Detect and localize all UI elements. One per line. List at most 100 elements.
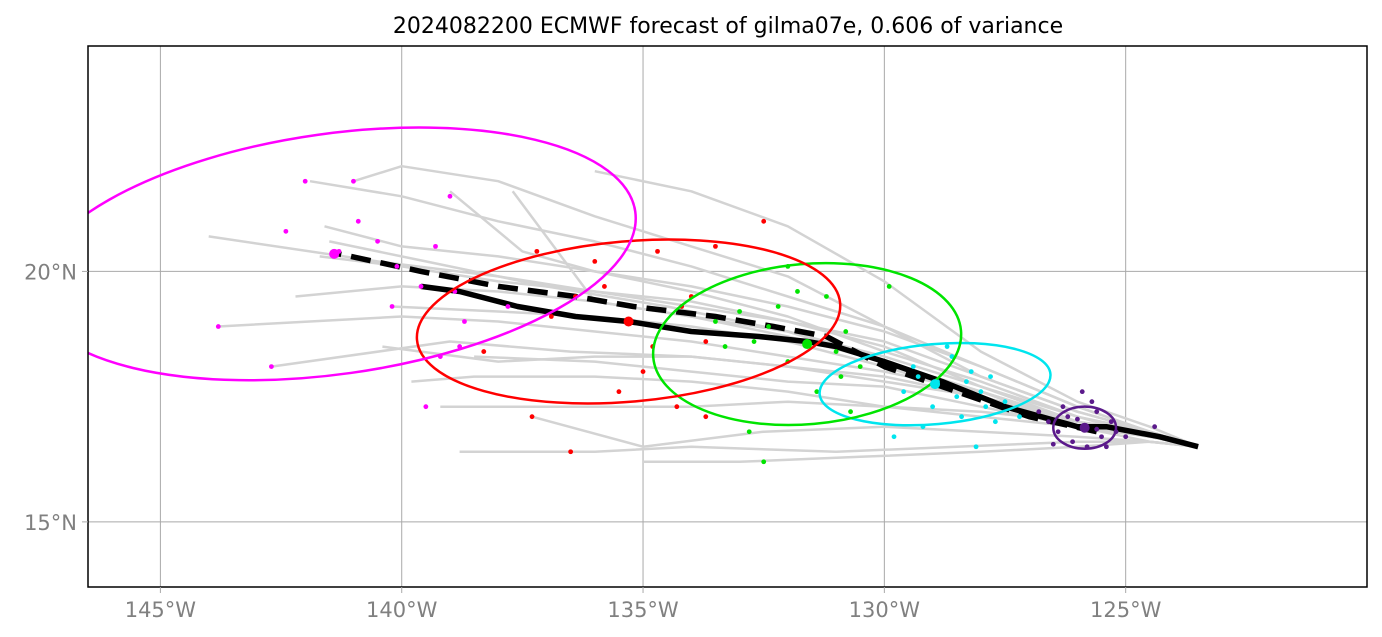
forecast-point — [423, 404, 429, 410]
forecast-point — [838, 374, 844, 380]
forecast-point — [751, 339, 757, 344]
forecast-point — [1070, 439, 1075, 445]
forecast-point — [1152, 424, 1158, 430]
x-axis-ticks: 145°W 140°W 135°W 130°W 125°W — [125, 587, 1162, 622]
uncertainty-ellipse — [415, 238, 842, 405]
forecast-point — [592, 258, 598, 264]
forecast-point — [978, 389, 984, 395]
forecast-point — [1108, 419, 1114, 425]
forecast-point — [901, 389, 907, 395]
plot-frame — [87, 45, 1368, 588]
forecast-point — [722, 344, 728, 349]
mean-track-solid — [420, 283, 1199, 450]
forecast-point — [713, 319, 718, 324]
forecast-point — [655, 248, 660, 254]
forecast-point — [351, 178, 356, 184]
chart-title: 2024082200 ECMWF forecast of gilma07e, 0… — [393, 14, 1063, 39]
group-center-marker — [802, 339, 813, 350]
group-center-marker — [930, 379, 941, 390]
forecast-point — [843, 329, 849, 334]
forecast-point — [833, 349, 839, 354]
forecast-point — [1079, 389, 1085, 395]
plot-area — [88, 126, 1199, 465]
forecast-point — [529, 414, 535, 420]
y-tick-label: 20°N — [24, 260, 77, 284]
forecast-point — [602, 284, 607, 289]
forecast-point — [375, 238, 380, 244]
forecast-point — [814, 389, 820, 395]
forecast-point — [1055, 429, 1061, 435]
forecast-point — [1099, 434, 1104, 440]
forecast-point — [964, 379, 969, 385]
forecast-point — [713, 243, 718, 249]
forecast-point — [1036, 409, 1042, 415]
x-tick-label: 130°W — [849, 598, 921, 622]
forecast-point — [930, 404, 936, 410]
forecast-point — [968, 369, 974, 375]
forecast-point — [761, 459, 767, 465]
x-tick-label: 140°W — [366, 598, 438, 622]
forecast-point — [616, 389, 622, 395]
x-tick-label: 125°W — [1090, 598, 1162, 622]
ensemble-track — [324, 225, 1199, 448]
forecast-point — [1046, 419, 1051, 425]
forecast-point — [703, 414, 709, 420]
ensemble-track — [643, 440, 1199, 464]
forecast-point — [215, 324, 221, 329]
forecast-point — [944, 344, 950, 349]
ensemble-track — [594, 169, 1199, 448]
uncertainty-ellipses — [88, 126, 1118, 450]
forecast-point — [824, 294, 829, 299]
forecast-point — [302, 178, 308, 184]
forecast-point — [775, 304, 781, 309]
forecast-point — [746, 429, 752, 435]
forecast-point — [534, 248, 540, 254]
forecast-point — [1017, 414, 1022, 420]
forecast-point — [355, 218, 361, 224]
forecast-point — [505, 304, 511, 309]
forecast-point — [1094, 409, 1100, 415]
forecast-point — [389, 304, 395, 309]
x-tick-label: 135°W — [607, 598, 679, 622]
forecast-point — [766, 324, 771, 329]
ensemble-track — [449, 190, 1199, 448]
group-center-marker — [623, 316, 634, 327]
forecast-point — [973, 444, 979, 450]
forecast-point — [1065, 414, 1071, 420]
forecast-point — [915, 374, 921, 380]
forecast-point — [548, 314, 554, 319]
forecast-point — [269, 364, 274, 369]
forecast-point — [737, 309, 742, 314]
forecast-point — [954, 394, 960, 400]
grid-lines — [88, 46, 1367, 587]
forecast-point — [959, 414, 964, 420]
forecast-point — [640, 369, 646, 375]
forecast-point — [988, 374, 993, 380]
forecast-point — [857, 364, 863, 369]
forecast-point — [992, 419, 998, 425]
forecast-point — [1089, 399, 1095, 405]
forecast-point — [910, 364, 916, 369]
uncertainty-ellipse — [1052, 405, 1118, 450]
group-center-marker — [1079, 422, 1090, 433]
forecast-point — [1103, 444, 1109, 450]
forecast-point — [433, 243, 438, 249]
group-centers — [329, 248, 1090, 433]
forecast-point — [394, 264, 400, 269]
forecast-point — [1050, 441, 1056, 447]
forecast-point — [891, 434, 897, 440]
x-tick-label: 145°W — [125, 598, 197, 622]
forecast-point — [462, 319, 467, 324]
forecast-point — [481, 349, 487, 354]
mean-tracks — [338, 251, 1199, 450]
forecast-point — [568, 449, 574, 455]
ensemble-track — [459, 440, 1199, 454]
forecast-point — [1075, 416, 1080, 422]
forecast-point — [703, 339, 709, 344]
uncertainty-ellipse — [88, 126, 637, 382]
forecast-point — [1123, 434, 1129, 440]
ensemble-track — [218, 315, 1199, 448]
forecast-point — [1002, 399, 1008, 405]
forecast-point — [949, 354, 955, 359]
